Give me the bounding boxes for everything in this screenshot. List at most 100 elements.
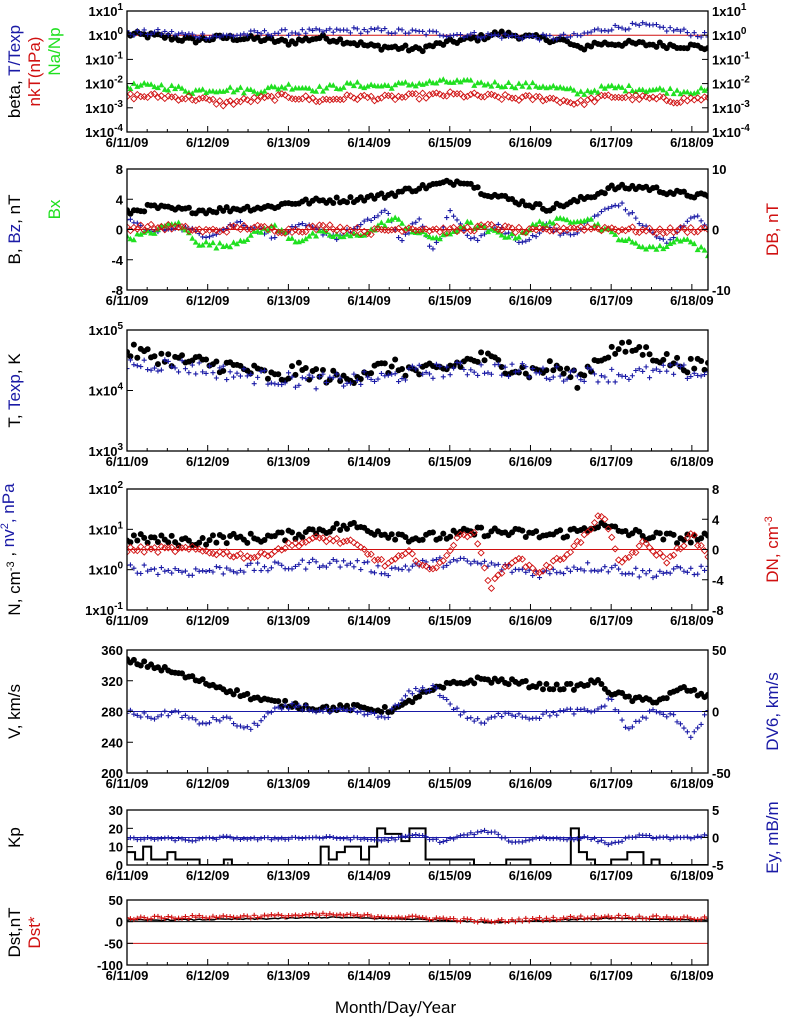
data-point bbox=[437, 32, 443, 38]
data-point bbox=[464, 715, 470, 721]
data-point bbox=[611, 93, 619, 102]
y2-tick-label: 0 bbox=[712, 831, 719, 846]
data-point bbox=[423, 369, 429, 375]
data-point bbox=[539, 220, 546, 227]
data-point bbox=[271, 83, 278, 90]
data-point bbox=[372, 710, 378, 716]
data-point bbox=[302, 235, 309, 242]
data-point bbox=[622, 237, 629, 244]
data-point bbox=[254, 552, 262, 561]
data-point bbox=[154, 84, 161, 91]
data-point bbox=[281, 544, 289, 552]
y2-tick-label: 50 bbox=[712, 643, 726, 658]
data-point bbox=[464, 33, 470, 39]
data-point bbox=[444, 562, 450, 568]
data-point bbox=[337, 564, 343, 570]
data-point bbox=[298, 228, 306, 236]
data-point bbox=[367, 550, 375, 558]
data-point bbox=[467, 90, 475, 99]
data-point bbox=[330, 557, 336, 563]
data-point bbox=[344, 562, 350, 568]
data-point bbox=[333, 534, 341, 543]
data-point bbox=[657, 235, 663, 241]
data-point bbox=[653, 709, 659, 715]
data-point bbox=[207, 835, 213, 841]
data-point bbox=[247, 98, 255, 106]
y-tick-label: 1x105 bbox=[89, 321, 124, 338]
data-point bbox=[396, 235, 402, 241]
data-point bbox=[553, 96, 561, 104]
data-point bbox=[244, 690, 251, 697]
x-tick-label: 6/18/09 bbox=[670, 776, 713, 791]
data-point bbox=[189, 715, 195, 721]
data-point bbox=[553, 222, 561, 231]
data-point bbox=[272, 381, 278, 387]
data-point bbox=[309, 230, 316, 236]
data-point bbox=[327, 709, 333, 715]
data-point bbox=[236, 98, 245, 106]
data-point bbox=[353, 95, 361, 104]
data-point bbox=[666, 98, 674, 106]
data-point bbox=[619, 25, 625, 31]
data-point bbox=[427, 687, 433, 693]
data-point bbox=[145, 714, 151, 720]
plot-area-dst bbox=[127, 910, 708, 944]
data-point bbox=[590, 519, 599, 527]
data-point bbox=[550, 367, 557, 374]
data-point bbox=[595, 915, 601, 921]
data-point bbox=[683, 228, 692, 237]
data-point bbox=[429, 90, 437, 98]
x-tick-label: 6/18/09 bbox=[670, 135, 713, 150]
data-point bbox=[588, 836, 594, 842]
data-point bbox=[127, 836, 130, 842]
data-point bbox=[570, 100, 578, 108]
data-point bbox=[326, 376, 333, 383]
data-point bbox=[144, 346, 151, 353]
data-point bbox=[375, 563, 381, 569]
y2-tick-label: 1x101 bbox=[712, 2, 747, 19]
data-point bbox=[137, 543, 145, 551]
data-point bbox=[413, 219, 419, 225]
data-point bbox=[639, 243, 646, 250]
data-point bbox=[416, 362, 422, 368]
data-point bbox=[446, 547, 454, 555]
data-point bbox=[443, 92, 451, 100]
data-point bbox=[647, 375, 653, 381]
data-point bbox=[289, 529, 296, 536]
data-point bbox=[451, 365, 457, 371]
data-point bbox=[378, 209, 384, 215]
data-point bbox=[127, 223, 131, 231]
data-point bbox=[137, 231, 144, 237]
data-point bbox=[433, 239, 439, 245]
data-point bbox=[509, 361, 515, 367]
data-point bbox=[498, 231, 505, 238]
y2-axis-label: DV6, km/s bbox=[763, 672, 782, 750]
data-point bbox=[406, 567, 412, 573]
y2-tick-label: -8 bbox=[712, 603, 724, 618]
data-point bbox=[134, 354, 141, 361]
data-point bbox=[592, 567, 598, 573]
data-point bbox=[285, 375, 292, 382]
data-point bbox=[394, 552, 403, 560]
data-point bbox=[687, 530, 695, 538]
data-point bbox=[547, 33, 553, 39]
data-point bbox=[313, 559, 319, 565]
data-point bbox=[220, 534, 227, 541]
data-point bbox=[134, 363, 140, 369]
data-point bbox=[425, 227, 434, 235]
data-point bbox=[189, 673, 196, 680]
x-tick-label: 6/16/09 bbox=[509, 776, 552, 791]
y-tick-label: 1x101 bbox=[89, 520, 124, 537]
data-point bbox=[671, 28, 677, 34]
kp-step-line bbox=[127, 827, 708, 865]
data-point bbox=[265, 568, 271, 574]
data-point bbox=[372, 378, 378, 384]
data-point bbox=[205, 226, 214, 235]
data-point bbox=[447, 701, 453, 707]
data-point bbox=[420, 28, 426, 34]
data-point bbox=[223, 242, 230, 249]
data-point bbox=[543, 709, 549, 715]
data-point bbox=[292, 912, 298, 918]
data-point bbox=[519, 364, 526, 371]
y-axis-label-3: Na/Np bbox=[45, 27, 64, 75]
